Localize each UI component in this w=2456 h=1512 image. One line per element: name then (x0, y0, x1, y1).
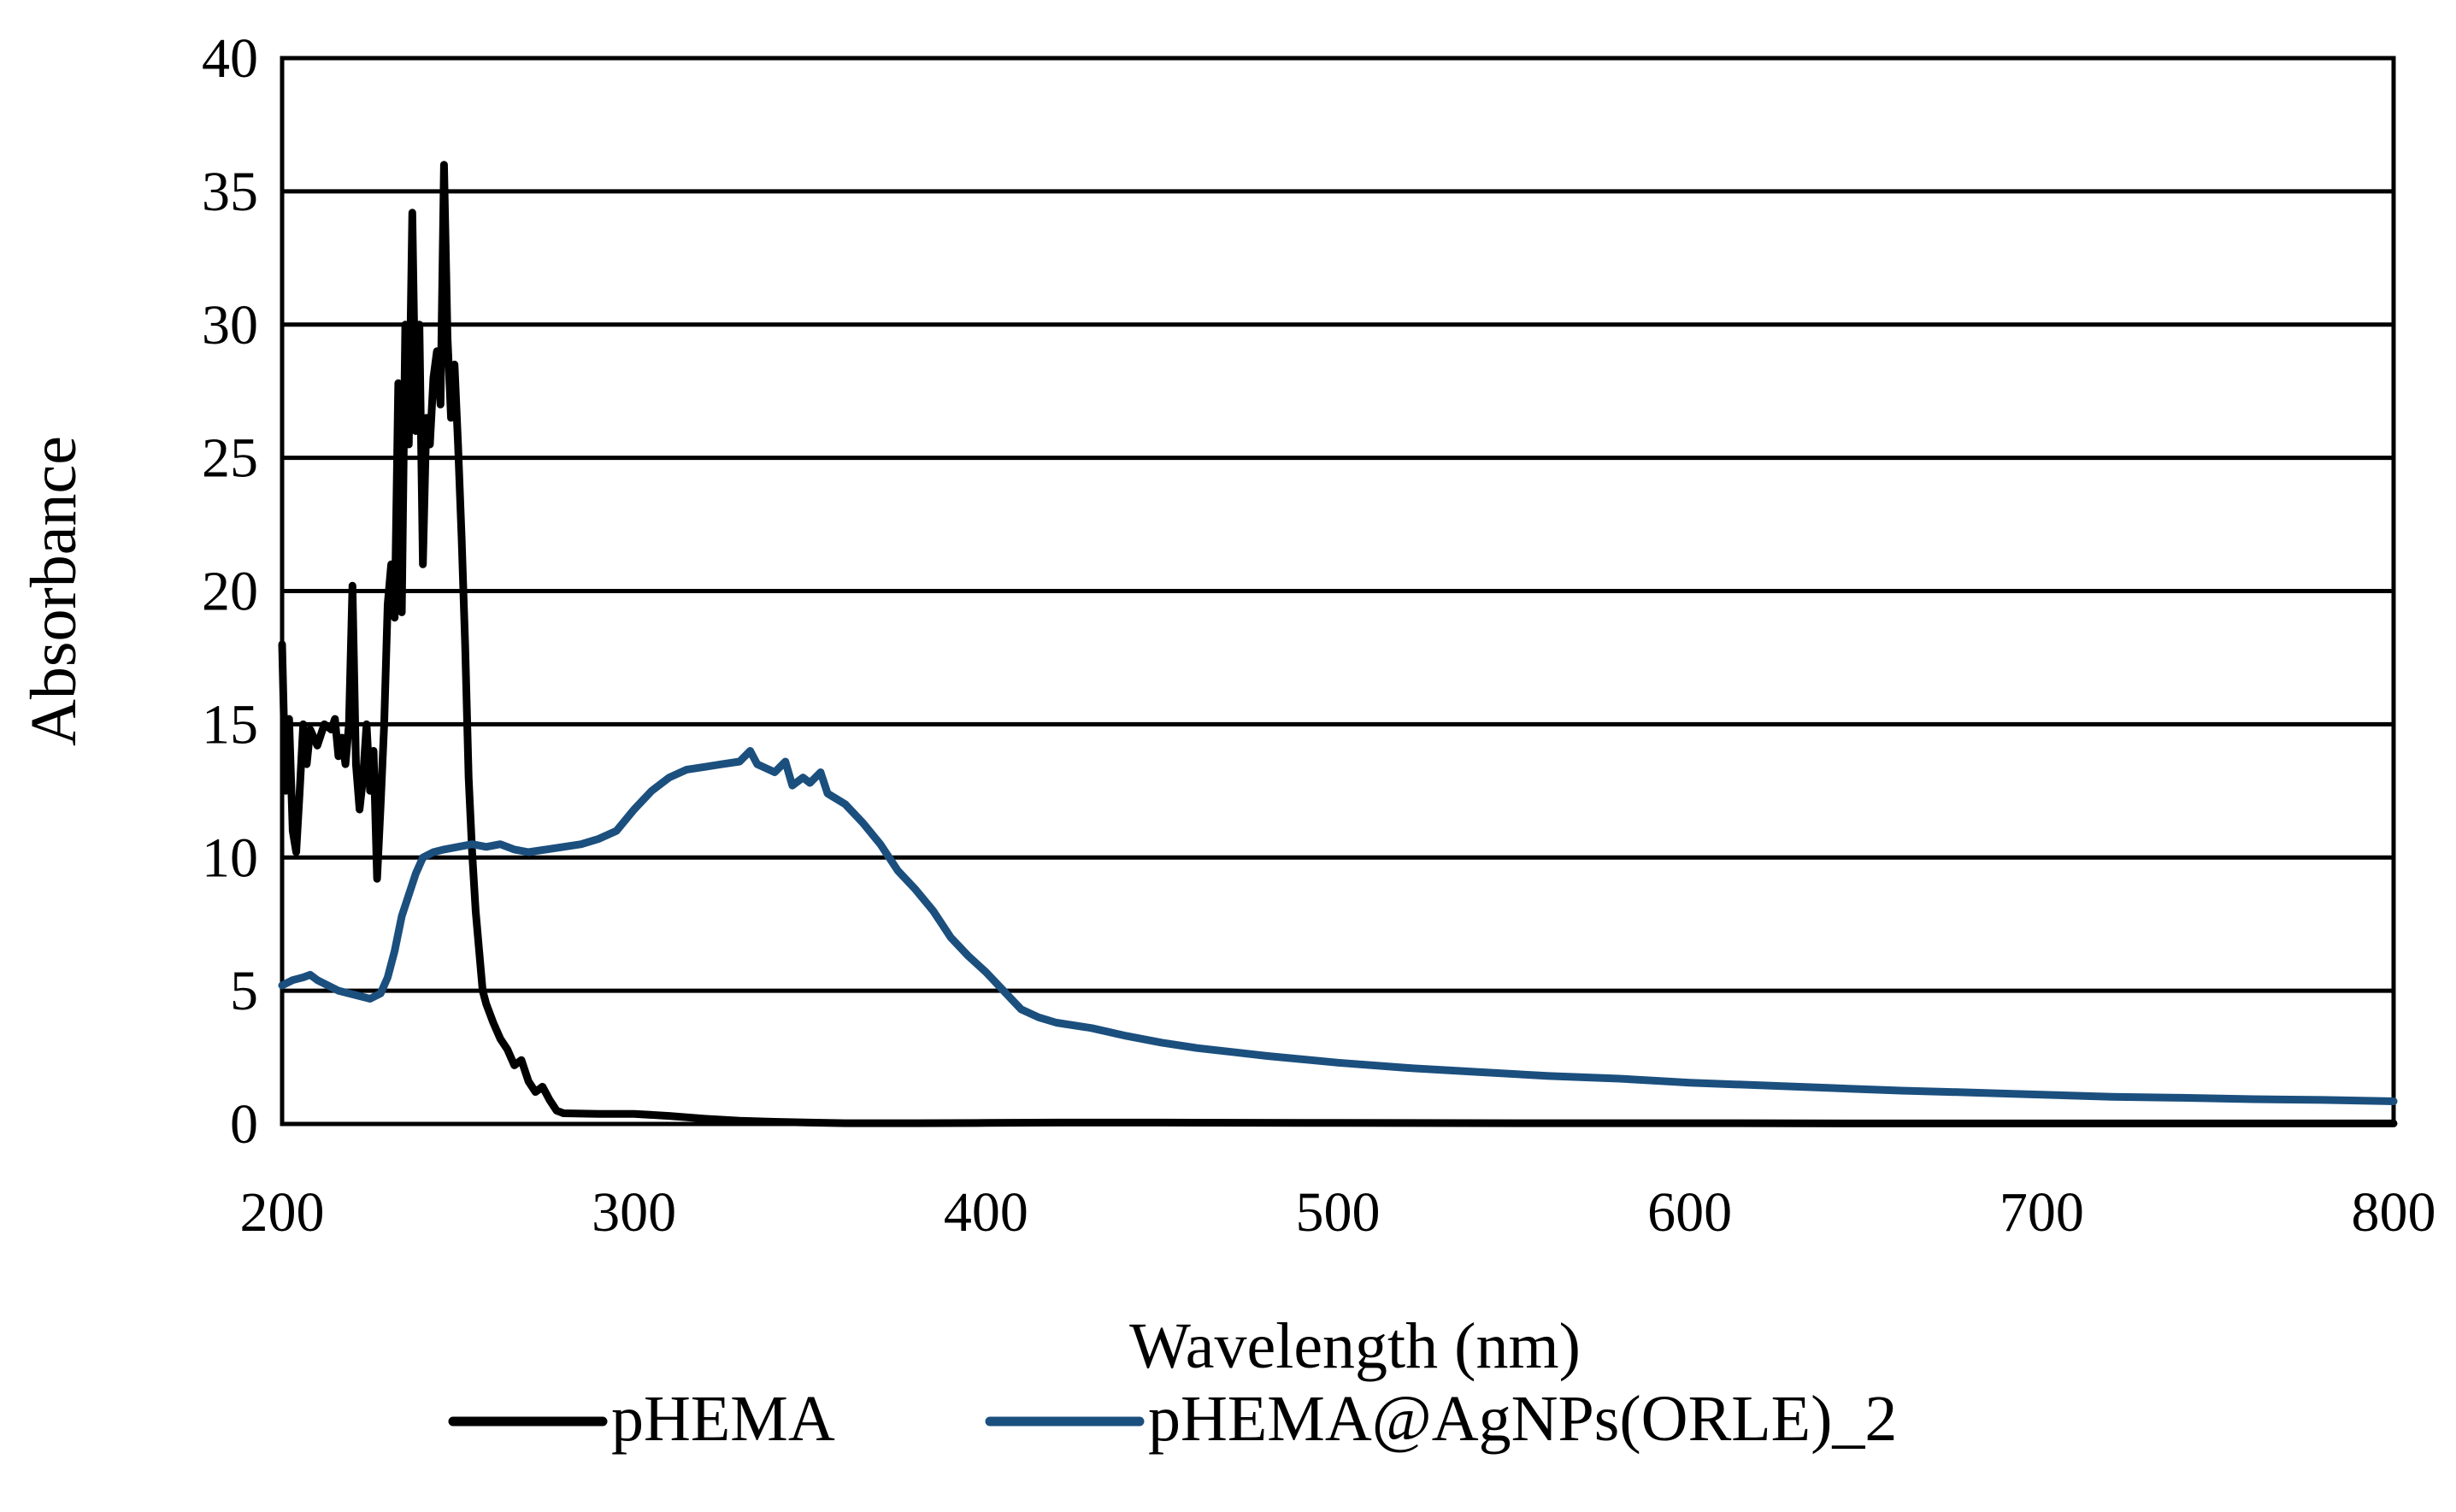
y-tick-label: 40 (202, 27, 258, 90)
x-tick-label: 500 (1296, 1181, 1381, 1244)
y-tick-label: 10 (202, 827, 258, 889)
x-axis-ticks: 200 300 400 500 600 700 800 (240, 1181, 2436, 1244)
x-tick-label: 600 (1647, 1181, 1732, 1244)
x-tick-label: 800 (2352, 1181, 2436, 1244)
y-tick-label: 0 (230, 1093, 258, 1156)
y-tick-label: 20 (202, 561, 258, 623)
series-lines (278, 161, 2398, 1127)
y-tick-label: 35 (202, 161, 258, 223)
x-tick-label: 200 (240, 1181, 325, 1244)
x-axis-title: Wavelength (nm) (1129, 1310, 1581, 1382)
y-tick-label: 15 (202, 693, 258, 756)
x-tick-label: 700 (2000, 1181, 2084, 1244)
y-tick-label: 5 (230, 960, 258, 1022)
legend-label: pHEMA@AgNPs(ORLE)_2 (1148, 1383, 1897, 1455)
x-tick-label: 400 (944, 1181, 1028, 1244)
y-axis-title: Absorbance (18, 436, 90, 746)
series-line-phema (278, 161, 2398, 1127)
y-axis-ticks: 0 5 10 15 20 25 30 35 40 (202, 27, 258, 1156)
y-tick-label: 30 (202, 294, 258, 356)
legend-label: pHEMA (611, 1383, 835, 1455)
x-tick-label: 300 (592, 1181, 676, 1244)
legend: pHEMA pHEMA@AgNPs(ORLE)_2 (448, 1383, 1897, 1455)
series-line-phema-agnps (278, 747, 2398, 1105)
y-tick-label: 25 (202, 427, 258, 490)
